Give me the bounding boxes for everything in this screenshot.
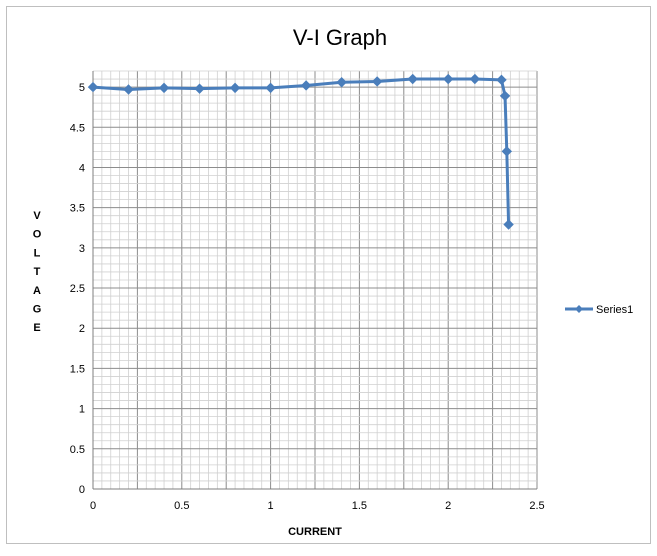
legend-marker <box>575 305 583 313</box>
vi-chart: V-I Graph 0 0.5 1 1.5 2 2.5 3 3.5 4 4.5 5 0 0.5 1 1.5… <box>33 25 634 538</box>
data-point <box>123 84 134 95</box>
y-tick-label: 0 <box>79 484 85 496</box>
y-tick-label: 2.5 <box>70 283 85 295</box>
data-point <box>499 90 511 102</box>
series-layer <box>87 73 514 230</box>
data-point <box>407 73 418 85</box>
y-tick-label: 0.5 <box>70 444 85 456</box>
y-axis-label-letter: A <box>33 285 41 297</box>
y-tick-label: 3 <box>79 243 85 255</box>
series-line <box>92 77 511 225</box>
x-tick-labels: 0 0.5 1 1.5 2 2.5 <box>90 500 545 512</box>
data-point <box>265 82 276 94</box>
y-tick-label: 5 <box>79 82 85 94</box>
data-point <box>87 81 99 93</box>
y-tick-label: 4 <box>79 162 85 174</box>
axes <box>92 71 537 490</box>
x-tick-label: 1.5 <box>352 500 367 512</box>
x-tick-label: 0.5 <box>174 500 189 512</box>
data-point <box>300 80 312 91</box>
chart-frame: V-I Graph 0 0.5 1 1.5 2 2.5 3 3.5 4 4.5 5 0 0.5 1 1.5… <box>6 6 651 544</box>
data-point <box>229 82 241 94</box>
y-axis-label-letter: O <box>33 229 42 241</box>
x-axis-label: CURRENT <box>288 526 342 538</box>
y-axis-label-letter: V <box>33 210 41 222</box>
chart-title: V-I Graph <box>293 25 387 50</box>
x-tick-label: 1 <box>268 500 274 512</box>
data-point <box>158 82 170 94</box>
data-point <box>496 74 507 86</box>
y-tick-label: 1 <box>79 404 85 416</box>
x-tick-label: 0 <box>90 500 96 512</box>
grid-lines <box>92 70 538 490</box>
y-axis-label-letter: L <box>34 247 41 259</box>
y-axis-label-letter: E <box>33 322 40 334</box>
legend-label: Series1 <box>596 304 633 316</box>
data-point <box>194 83 205 94</box>
x-tick-label: 2 <box>445 500 451 512</box>
y-tick-label: 3.5 <box>70 203 85 215</box>
data-point <box>503 219 514 230</box>
x-tick-label: 2.5 <box>529 500 544 512</box>
y-axis-label-letter: T <box>34 266 41 278</box>
legend: Series1 <box>565 304 633 316</box>
y-axis-label-letter: G <box>33 304 42 316</box>
data-point <box>501 146 513 157</box>
data-point <box>336 77 347 88</box>
y-tick-labels: 0 0.5 1 1.5 2 2.5 3 3.5 4 4.5 5 <box>70 82 85 496</box>
y-tick-label: 1.5 <box>70 363 85 375</box>
data-point <box>442 73 454 85</box>
data-point <box>469 73 481 85</box>
y-tick-label: 4.5 <box>70 122 85 134</box>
y-tick-label: 2 <box>79 323 85 335</box>
data-point <box>371 76 383 87</box>
